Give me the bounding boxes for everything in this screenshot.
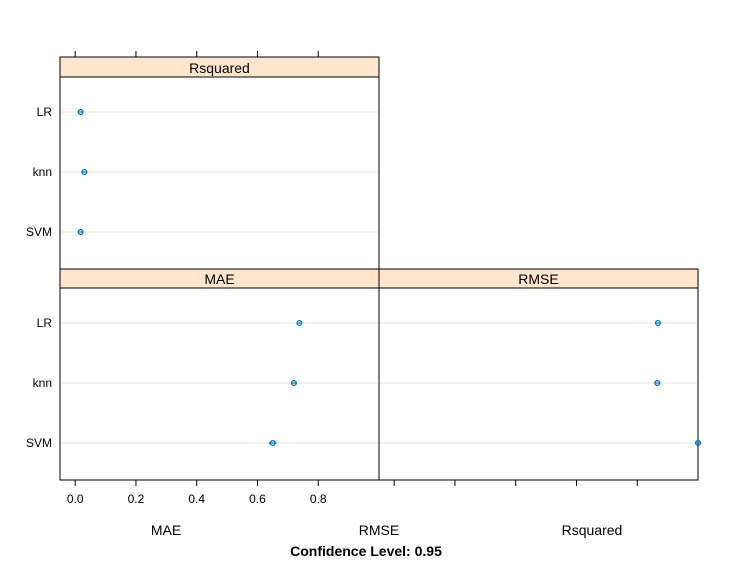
point-rsquared-knn — [81, 168, 88, 176]
x-tick-label-3: 0.6 — [249, 492, 266, 506]
y-labels-layer: LR knn SVM LR knn SVM — [26, 105, 52, 450]
strip-label-mae: MAE — [204, 271, 234, 287]
point-mae-svm — [269, 439, 276, 447]
panel-mae — [59, 287, 380, 481]
x-tick-label-0: 0.0 — [67, 492, 84, 506]
x-tick-label-1: 0.2 — [128, 492, 145, 506]
point-rmse-lr — [654, 319, 661, 327]
strip-label-rsquared: Rsquared — [189, 60, 250, 76]
panel-rmse — [378, 287, 699, 481]
y-label-bottom-lr: LR — [37, 316, 53, 330]
y-label-bottom-svm: SVM — [26, 436, 52, 450]
x-tick-label-2: 0.4 — [188, 492, 205, 506]
point-rsquared-lr — [77, 108, 84, 116]
x-ticks-layer: 0.0 0.2 0.4 0.6 0.8 — [67, 51, 638, 506]
bottom-label-mae: MAE — [151, 522, 181, 538]
panel-rsquared — [59, 76, 380, 270]
bottom-label-rsquared: Rsquared — [562, 522, 623, 538]
confidence-level-label: Confidence Level: 0.95 — [290, 543, 442, 559]
point-rmse-svm — [694, 439, 702, 447]
y-label-bottom-knn: knn — [33, 376, 52, 390]
panels-layer: Rsquared MAE RMSE — [59, 56, 702, 481]
y-label-top-knn: knn — [33, 165, 52, 179]
bottom-label-rmse: RMSE — [359, 522, 399, 538]
y-label-top-lr: LR — [37, 105, 53, 119]
point-mae-lr — [296, 319, 303, 327]
point-rmse-knn — [654, 379, 661, 387]
point-rsquared-svm — [77, 228, 84, 236]
y-label-top-svm: SVM — [26, 225, 52, 239]
strip-label-rmse: RMSE — [518, 271, 558, 287]
point-mae-knn — [290, 379, 297, 387]
x-tick-label-4: 0.8 — [310, 492, 327, 506]
